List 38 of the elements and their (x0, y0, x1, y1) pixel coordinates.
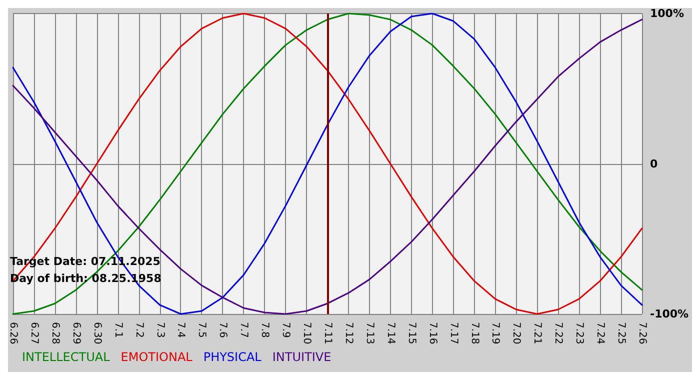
x-tick-label: 7.3 (154, 322, 166, 338)
x-tick-label: 7.25 (616, 322, 627, 344)
text: INTUITIVE (272, 350, 332, 364)
y-tick-label: 0 (650, 157, 658, 170)
x-tick-label: 7.19 (490, 322, 501, 344)
x-tick-label: 7.22 (552, 322, 564, 344)
x-tick-label: 6.27 (28, 322, 40, 344)
x-tick-label: 7.7 (238, 322, 250, 338)
x-tick-label: 6.30 (91, 322, 102, 344)
x-tick-label: 7.26 (636, 322, 648, 344)
x-tick-label: 7.1 (112, 322, 124, 338)
x-tick-label: 7.16 (426, 322, 438, 344)
x-tick-label: 7.13 (364, 322, 375, 344)
x-tick-label: 7.23 (574, 322, 585, 344)
x-tick-label: 7.9 (280, 322, 292, 338)
text: EMOTIONAL (120, 350, 193, 364)
x-tick-label: 7.8 (259, 322, 270, 338)
x-tick-label: 7.24 (594, 322, 606, 344)
x-tick-label: 7.6 (217, 322, 228, 338)
x-tick-label: 7.12 (342, 322, 354, 344)
text: PHYSICAL (203, 350, 262, 364)
x-tick-label: 6.28 (49, 322, 60, 344)
x-tick-label: 7.5 (196, 322, 208, 338)
x-tick-label: 7.15 (406, 322, 417, 344)
x-tick-label: 7.11 (322, 322, 333, 344)
x-tick-label: 6.29 (70, 322, 82, 344)
x-tick-label: 6.26 (8, 322, 18, 344)
x-tick-label: 7.10 (301, 322, 312, 344)
x-tick-label: 7.21 (532, 322, 543, 344)
x-tick-label: 7.17 (448, 322, 459, 344)
x-tick-label: 7.2 (133, 322, 144, 338)
y-tick-label: 100% (650, 7, 684, 20)
x-tick-label: 7.20 (510, 322, 522, 344)
x-tick-label: 7.18 (468, 322, 480, 344)
y-tick-label: -100% (650, 308, 689, 320)
x-tick-label: 7.4 (175, 322, 186, 338)
x-tick-label: 7.14 (384, 322, 396, 344)
text: INTELLECTUAL (22, 350, 110, 364)
